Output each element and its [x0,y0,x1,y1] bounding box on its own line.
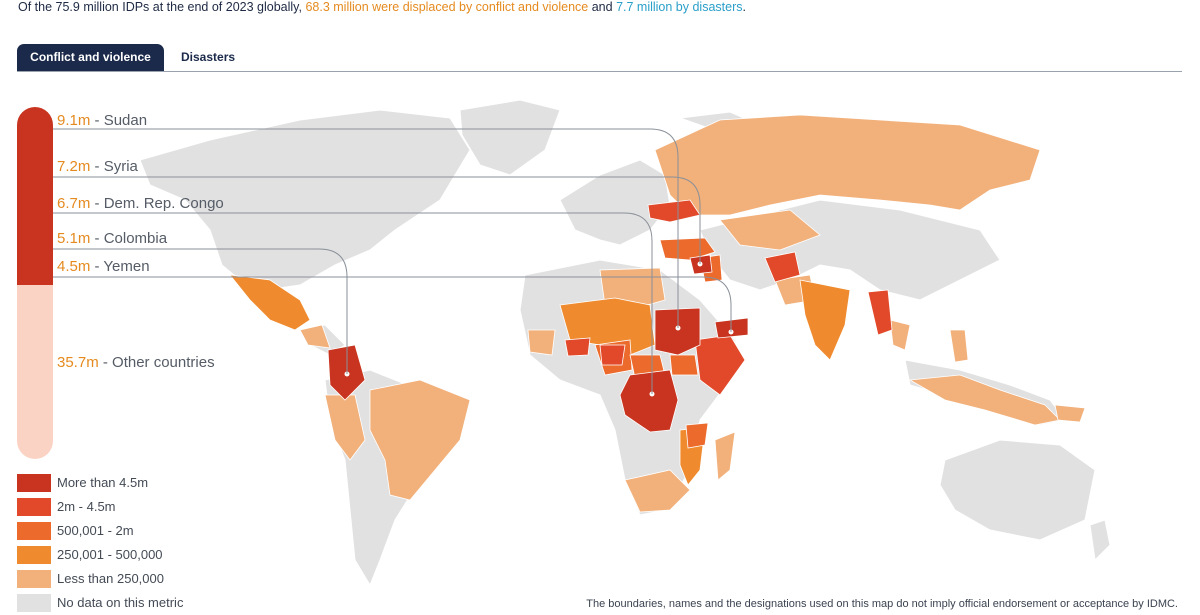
callout-value: 7.2m [57,158,91,175]
country-kazakhstan [719,209,821,251]
callout-country: - Colombia [90,230,168,247]
legend-label: 2m - 4.5m [57,499,116,514]
north-america-landmass [139,109,471,291]
callout-value: 9.1m [57,112,91,129]
country-myanmar [867,289,893,336]
stacked-bar-top-five [17,107,53,285]
country-ukraine [647,199,701,223]
intro-conflict-figure: 68.3 million were displaced by conflict … [305,0,589,14]
callout-value: 35.7m [57,354,99,371]
legend-swatch [17,474,51,492]
leader-line-sudan [53,128,679,328]
australia-landmass [939,439,1096,541]
country-mexico [229,274,311,331]
country-south-sudan [669,354,699,376]
legend-swatch [17,522,51,540]
country-central-america [299,324,331,349]
country-west-africa-small [527,329,556,356]
country-russia [654,114,1041,216]
callout-sudan: 9.1m - Sudan [57,112,147,129]
tab-bar: Conflict and violence Disasters [17,44,1182,72]
callout-value: 4.5m [57,258,91,275]
callout-syria: 7.2m - Syria [57,158,138,175]
callout-value: 5.1m [57,230,91,247]
country-mozambique-north [685,422,709,449]
callout-value: 6.7m [57,195,91,212]
intro-prefix: Of the 75.9 million IDPs at the end of 2… [18,0,306,14]
callout-country: - Dem. Rep. Congo [90,195,224,212]
stacked-bar-other-countries [17,285,53,459]
intro-middle: and [588,0,617,14]
tab-disasters[interactable]: Disasters [181,50,236,64]
country-sudan [654,307,701,356]
callout-country: - Yemen [90,258,150,275]
callout-country: - Other countries [98,354,215,371]
intro-sentence: Of the 75.9 million IDPs at the end of 2… [18,0,746,14]
map-disclaimer: The boundaries, names and the designatio… [586,598,1178,610]
legend-label: 500,001 - 2m [57,523,134,538]
world-map-svg [53,99,1111,587]
callout-other-countries: 35.7m - Other countries [57,354,215,371]
country-india [799,279,851,361]
new-zealand-landmass [1089,519,1111,562]
country-thailand [889,319,911,351]
asia-landmass [699,199,1001,301]
callout-country: - Syria [90,158,138,175]
callout-country: - Sudan [90,112,148,129]
legend-swatch [17,546,51,564]
country-madagascar [714,431,736,481]
legend-label: 250,001 - 500,000 [57,547,163,562]
legend-swatch [17,570,51,588]
tab-conflict-and-violence[interactable]: Conflict and violence [17,44,164,71]
legend-swatch [17,498,51,516]
europe-landmass [559,159,671,246]
intro-disaster-figure: 7.7 million by disasters [616,0,743,14]
legend-label: No data on this metric [57,595,184,610]
intro-suffix: . [742,0,746,14]
legend-swatch [17,594,51,612]
leader-line-syria [53,176,701,264]
callout-yemen: 4.5m - Yemen [57,258,150,275]
country-burkina-faso [564,337,591,357]
greenland-landmass [459,99,561,176]
country-philippines [949,329,969,363]
country-southern-africa [624,469,691,513]
callout-colombia: 5.1m - Colombia [57,230,167,247]
world-map [0,80,1200,615]
country-cameroon [599,344,626,366]
country-afghanistan [764,251,801,283]
legend-label: More than 4.5m [57,475,149,490]
callout-dr-congo: 6.7m - Dem. Rep. Congo [57,195,224,212]
country-brazil [369,379,471,501]
legend-label: Less than 250,000 [57,571,164,586]
leader-line-yemen [53,276,732,332]
country-png [1054,404,1086,423]
leader-line-dr-congo [53,212,653,394]
country-dr-congo [619,369,679,433]
